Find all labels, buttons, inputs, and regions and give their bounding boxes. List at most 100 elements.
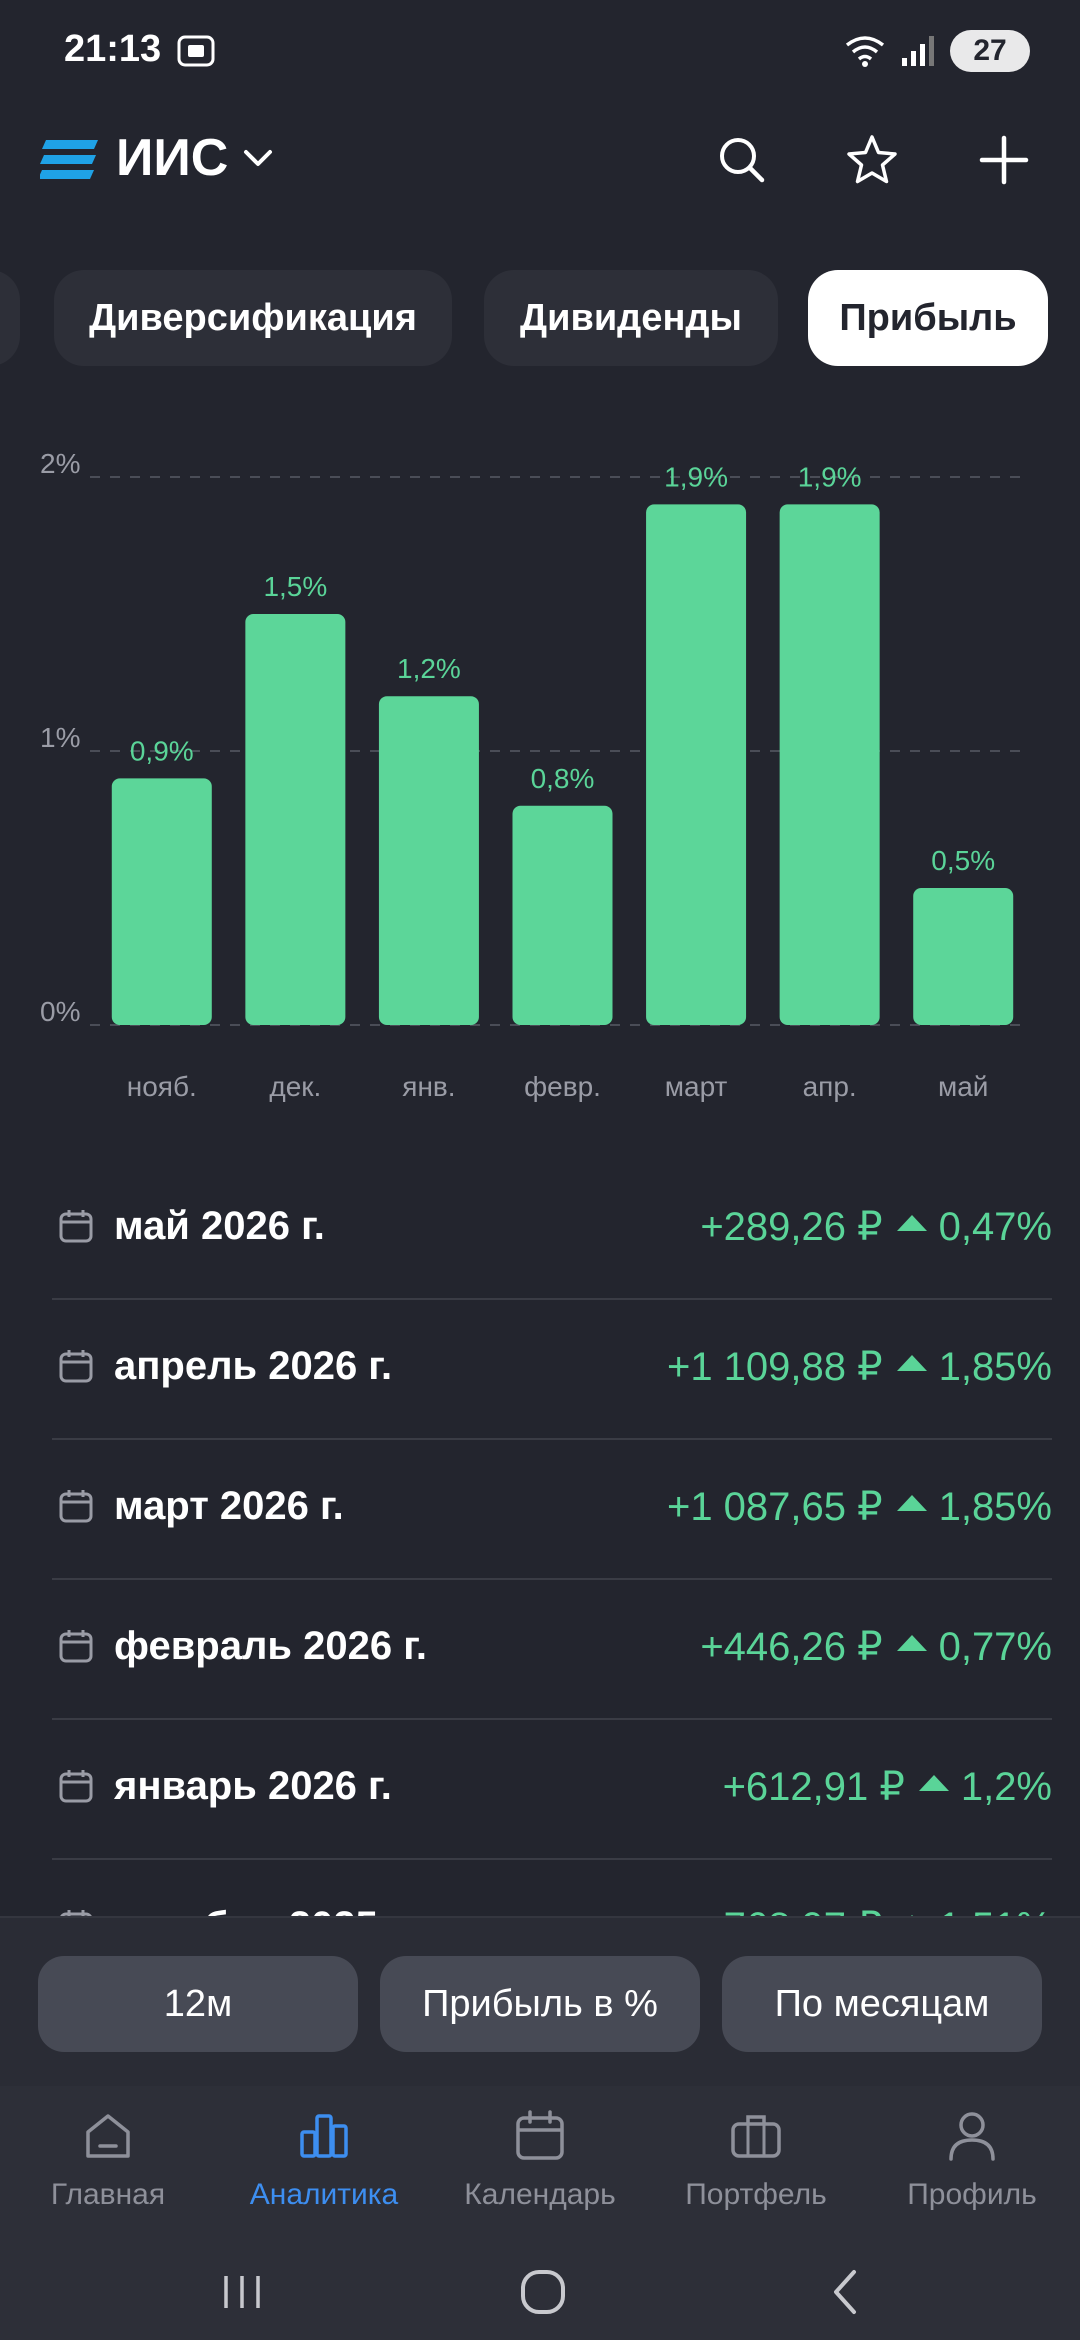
data-label: 1,9% (798, 461, 862, 492)
month-profit: +1 109,88 ₽ 1,85% (667, 1344, 1052, 1390)
profit-amount: +1 087,65 ₽ (666, 1485, 883, 1529)
star-icon[interactable] (844, 132, 900, 188)
y-tick-label: 0% (40, 996, 80, 1027)
x-tick-label: апр. (803, 1071, 857, 1102)
recent-apps-icon[interactable] (212, 2262, 272, 2322)
bar (646, 504, 747, 1025)
x-tick-label: май (938, 1071, 988, 1102)
y-tick-label: 1% (40, 722, 80, 753)
nav-label: Портфель (685, 2178, 827, 2211)
data-label: 0,5% (931, 845, 995, 876)
briefcase-icon (731, 2115, 781, 2158)
screenshot-icon (177, 35, 215, 67)
bar (378, 696, 479, 1025)
month-title: март 2026 г. (114, 1484, 344, 1528)
month-profit: +446,26 ₽ 0,77% (700, 1624, 1052, 1670)
calendar-icon (59, 1350, 93, 1383)
bar (512, 805, 613, 1025)
month-row[interactable]: май 2026 г. +289,26 ₽ 0,47% (52, 1160, 1052, 1300)
profit-chart: 0% 1% 2% 0,9% нояб. 1,5% дек. 1,2% янв. 0,8% февр.… (0, 430, 1080, 1130)
home-button-icon[interactable] (513, 2262, 573, 2322)
nav-item-home[interactable]: Главная (0, 2086, 216, 2250)
bar (245, 614, 346, 1025)
add-icon[interactable] (976, 132, 1032, 188)
bar (913, 888, 1014, 1025)
month-row[interactable]: апрель 2026 г. +1 109,88 ₽ 1,85% (52, 1300, 1052, 1440)
grouping-filter-button[interactable]: По месяцам (722, 1956, 1042, 2052)
status-icons: 27 (844, 30, 1030, 72)
nav-item-analytics[interactable]: Аналитика (216, 2086, 432, 2250)
wifi-icon (845, 36, 885, 67)
y-tick-label: 2% (40, 448, 80, 479)
month-title: май 2026 г. (114, 1204, 325, 1248)
month-row[interactable]: март 2026 г. +1 087,65 ₽ 1,85% (52, 1440, 1052, 1580)
data-label: 1,2% (397, 653, 461, 684)
profit-amount: +612,91 ₽ (722, 1765, 905, 1809)
period-filter-button[interactable]: 12м (38, 1956, 358, 2052)
data-label: 1,9% (664, 461, 728, 492)
profit-percent: 0,47% (938, 1204, 1052, 1249)
profit-bar-chart: 0% 1% 2% 0,9% нояб. 1,5% дек. 1,2% янв. 0,8% февр.… (40, 448, 1030, 1102)
search-icon[interactable] (714, 132, 770, 188)
calendar-icon (59, 1490, 93, 1523)
signal-icon (902, 36, 934, 66)
profit-percent: 1,85% (938, 1344, 1052, 1389)
month-title: январь 2026 г. (114, 1764, 392, 1808)
month-row[interactable]: февраль 2026 г. +446,26 ₽ 0,77% (52, 1580, 1052, 1720)
nav-label: Аналитика (249, 2178, 399, 2211)
home-icon (86, 2114, 130, 2158)
nav-label: Календарь (464, 2178, 616, 2211)
filter-bar: 12м Прибыль в % По месяцам (0, 1916, 1080, 2086)
profit-amount: +446,26 ₽ (700, 1625, 883, 1669)
metric-filter-button[interactable]: Прибыль в % (380, 1956, 700, 2052)
battery-indicator: 27 (950, 30, 1030, 72)
account-title[interactable]: ИИС (116, 129, 229, 187)
chevron-down-icon[interactable] (240, 144, 276, 174)
month-row[interactable]: декабрь 2025 г. +768,97 ₽1,51% (52, 1860, 1052, 1920)
profit-percent: 1,85% (938, 1484, 1052, 1529)
tab-previous-partial[interactable] (0, 270, 20, 366)
month-row[interactable]: январь 2026 г. +612,91 ₽ 1,2% (52, 1720, 1052, 1860)
nav-item-portfolio[interactable]: Портфель (648, 2086, 864, 2250)
month-title: апрель 2026 г. (114, 1344, 393, 1388)
bottom-navigation: Главная Аналитика Календарь Портфель (0, 2086, 1080, 2250)
data-label: 1,5% (263, 571, 327, 602)
profile-icon (949, 2112, 995, 2161)
nav-item-calendar[interactable]: Календарь (432, 2086, 648, 2250)
back-icon[interactable] (816, 2262, 876, 2322)
up-arrow-icon (896, 1495, 927, 1511)
x-tick-label: дек. (269, 1071, 321, 1102)
profit-amount: +289,26 ₽ (700, 1205, 883, 1249)
up-arrow-icon (896, 1355, 927, 1371)
month-profit: +1 087,65 ₽ 1,85% (667, 1484, 1052, 1530)
status-bar: 21:13 27 (0, 0, 1080, 100)
nav-label: Профиль (907, 2178, 1037, 2211)
up-arrow-icon (896, 1635, 927, 1651)
logo-icon (40, 140, 98, 179)
calendar-icon (59, 1910, 93, 1920)
status-time: 21:13 (64, 28, 162, 70)
tab-dividends[interactable]: Дивиденды (484, 270, 778, 366)
calendar-icon (59, 1210, 93, 1243)
tab-diversification[interactable]: Диверсификация (54, 270, 452, 366)
x-tick-label: нояб. (127, 1071, 197, 1102)
bar (779, 504, 880, 1025)
data-label: 0,8% (531, 763, 595, 794)
x-tick-label: янв. (402, 1071, 455, 1102)
battery-level: 27 (973, 34, 1007, 67)
analytics-icon (300, 2114, 348, 2158)
bar (111, 778, 212, 1025)
profit-percent: 0,77% (938, 1624, 1052, 1669)
month-profit: +612,91 ₽ 1,2% (723, 1764, 1052, 1810)
nav-label: Главная (50, 2178, 166, 2211)
analytics-tabs: Диверсификация Дивиденды Прибыль (0, 270, 1080, 366)
up-arrow-icon (918, 1775, 949, 1791)
app-header: ИИС (0, 120, 1080, 200)
month-profit: +289,26 ₽ 0,47% (700, 1204, 1052, 1250)
profit-amount: +1 109,88 ₽ (666, 1345, 883, 1389)
x-tick-label: март (665, 1071, 728, 1102)
calendar-icon (59, 1630, 93, 1663)
nav-item-profile[interactable]: Профиль (864, 2086, 1080, 2250)
profit-percent: 1,2% (960, 1764, 1052, 1809)
tab-profit[interactable]: Прибыль (808, 270, 1048, 366)
